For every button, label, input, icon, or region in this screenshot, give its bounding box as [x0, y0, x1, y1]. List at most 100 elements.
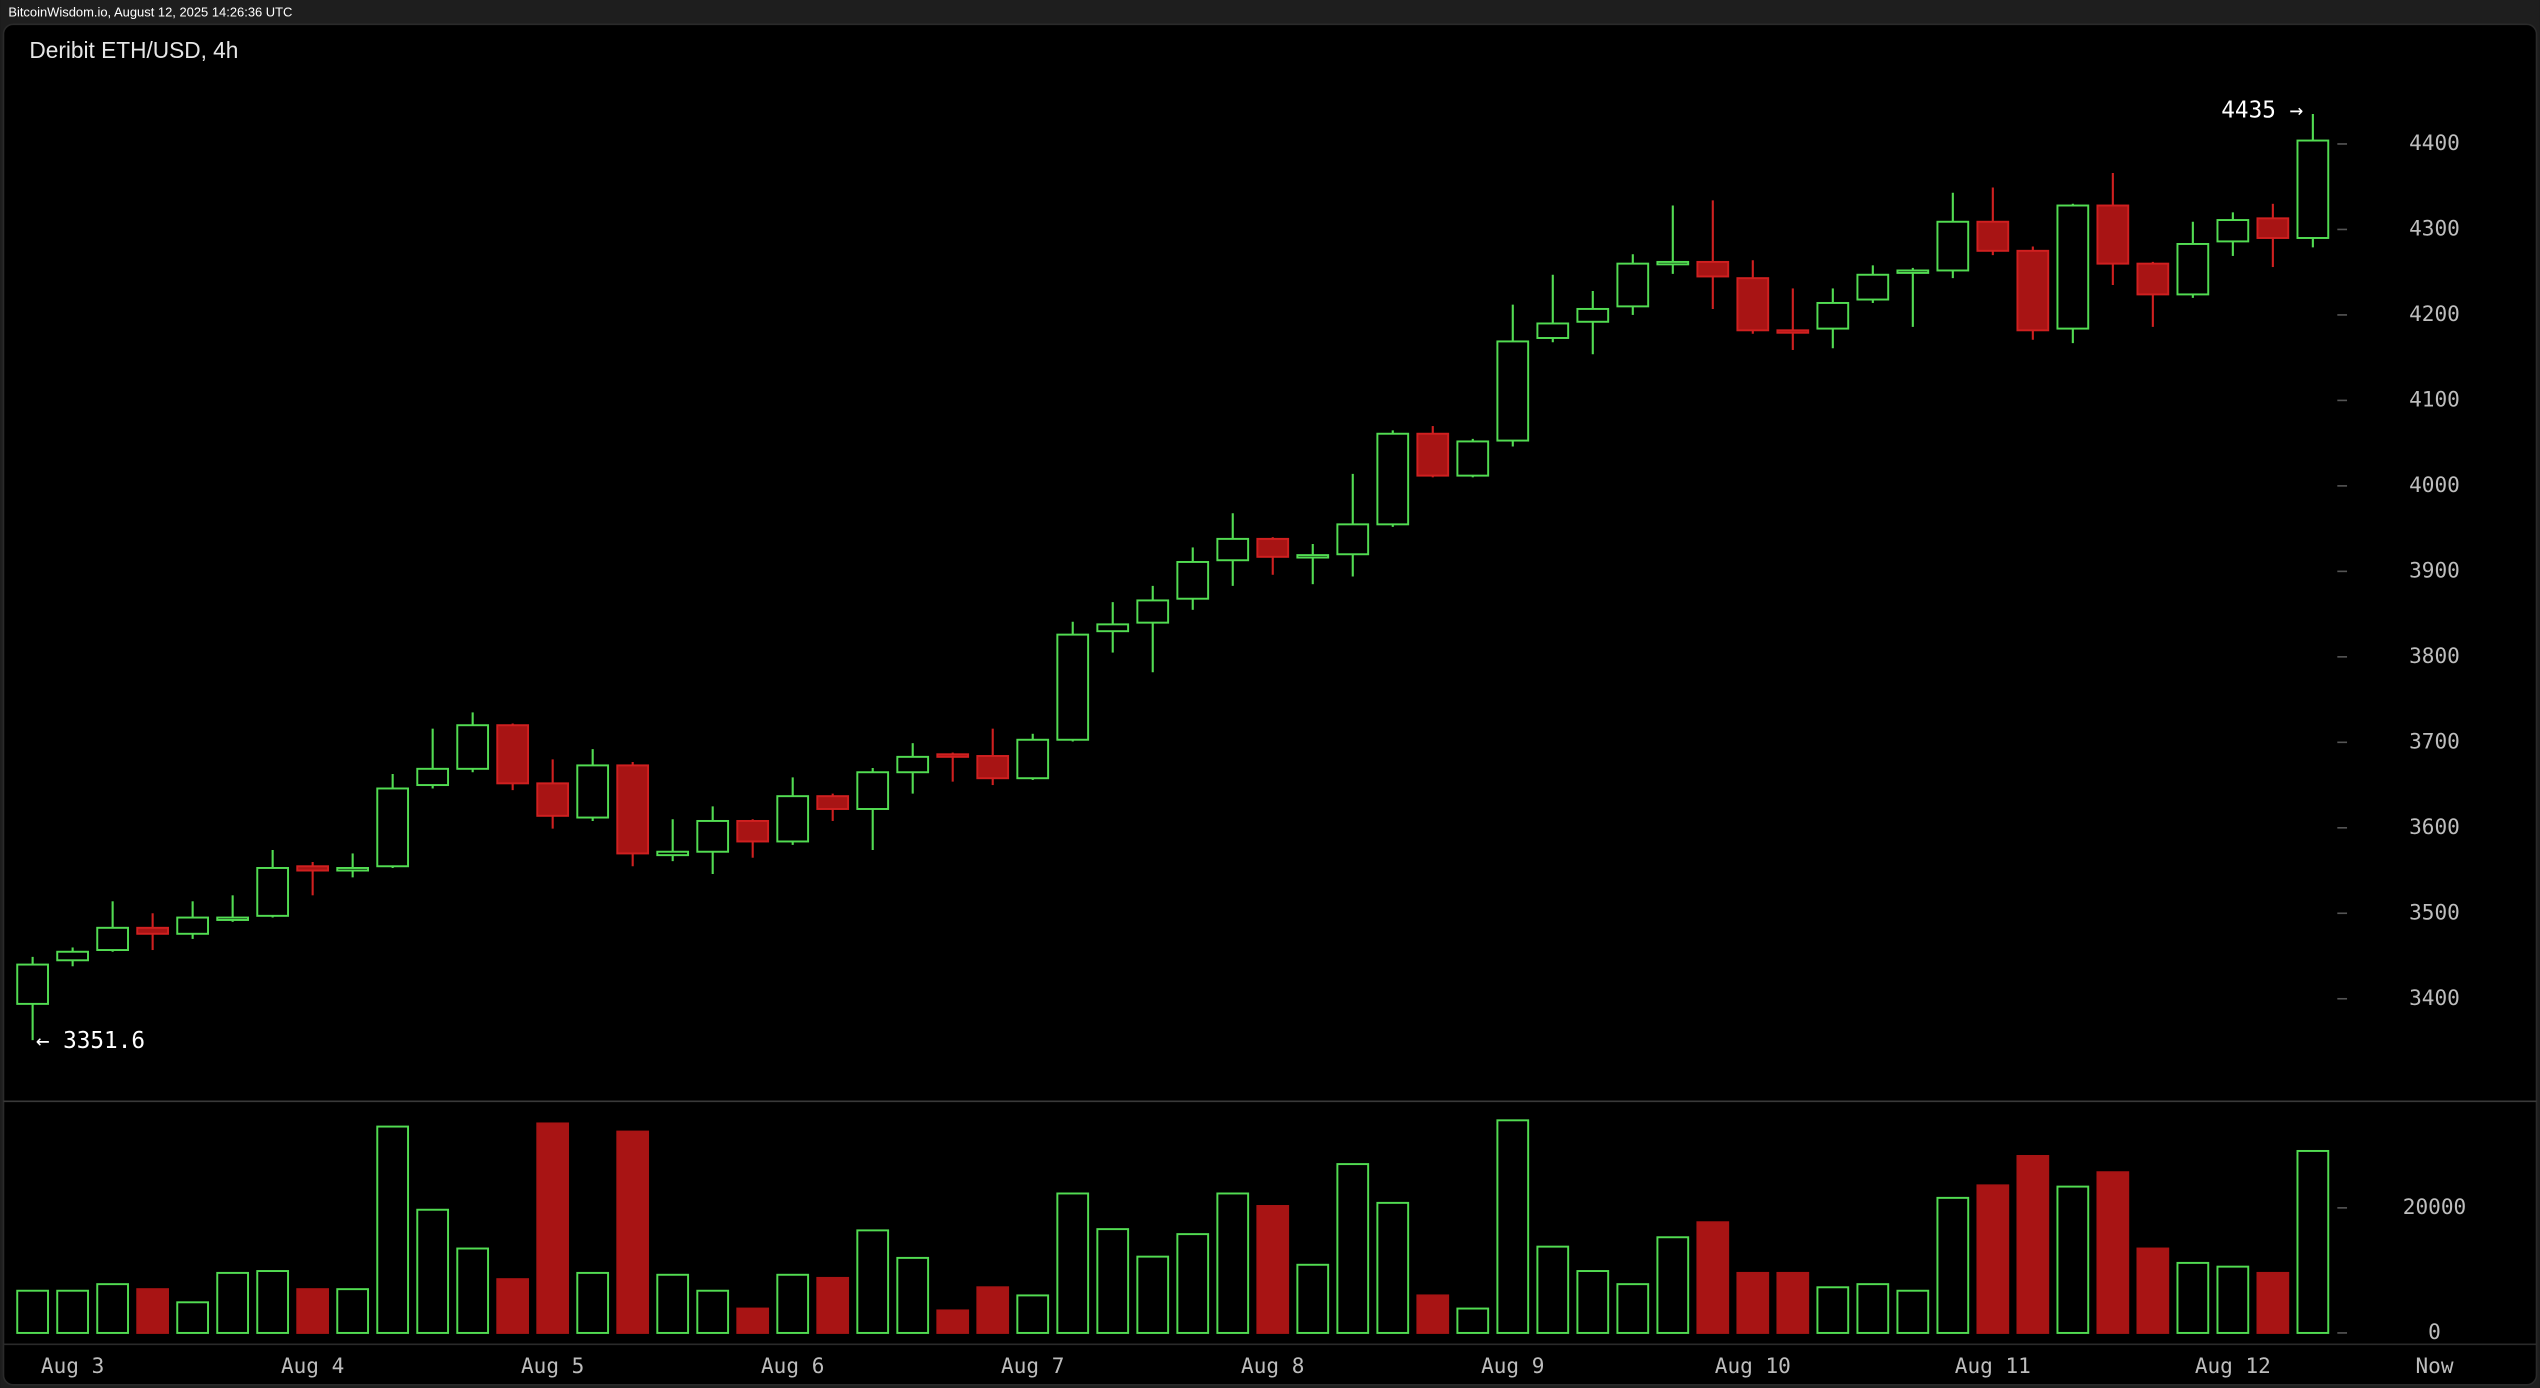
candle-body	[1096, 623, 1130, 633]
candle-body	[616, 764, 650, 855]
y2-tick-label: 0	[2428, 1319, 2441, 1344]
candle-body	[1616, 262, 1650, 308]
volume-bar	[536, 1122, 570, 1334]
volume-bar	[1296, 1263, 1330, 1334]
volume-bar	[16, 1289, 49, 1334]
volume-bar	[1896, 1289, 1930, 1334]
chart-panel	[2, 23, 2538, 1386]
volume-bar	[1056, 1192, 1090, 1334]
x-tick-label: Aug 5	[521, 1353, 584, 1378]
x-tick-label: Aug 7	[1001, 1353, 1064, 1378]
candle-body	[336, 867, 370, 872]
candle-body	[936, 753, 970, 758]
volume-bar	[1576, 1270, 1610, 1334]
candle-body	[2216, 219, 2250, 243]
x-tick-label: Aug 4	[281, 1353, 344, 1378]
candle-body	[2176, 243, 2210, 296]
candle-body	[656, 850, 690, 857]
y-tick-label: 4200	[2409, 301, 2460, 326]
volume-bar	[1496, 1119, 1530, 1334]
candle-body	[16, 963, 49, 1005]
candle-body	[136, 926, 169, 935]
volume-bar	[1096, 1228, 1130, 1334]
candle-body	[456, 724, 490, 770]
candle-body	[1296, 554, 1330, 559]
candle-body	[1496, 340, 1530, 442]
volume-bar	[1176, 1233, 1210, 1334]
x-now-label: Now	[2415, 1353, 2453, 1378]
volume-bar	[1736, 1271, 1770, 1334]
candle-body	[296, 865, 330, 872]
candle-body	[2296, 139, 2330, 239]
candle-body	[856, 771, 890, 810]
volume-bar	[1256, 1205, 1290, 1334]
candle-body	[1816, 301, 1850, 330]
header: BitcoinWisdom.io, August 12, 2025 14:26:…	[8, 4, 292, 19]
y2-tick-label: 20000	[2403, 1194, 2466, 1219]
candle-body	[696, 819, 730, 853]
volume-bar	[1536, 1245, 1570, 1334]
volume-bar	[1416, 1294, 1450, 1334]
x-tick-label: Aug 11	[1955, 1353, 2031, 1378]
y-tick-label: 3500	[2409, 899, 2460, 924]
volume-bar	[1016, 1294, 1050, 1334]
candle-body	[1536, 322, 1570, 339]
candle-body	[1256, 537, 1290, 558]
candle-body	[576, 764, 610, 819]
candle-body	[1456, 440, 1490, 477]
volume-bar	[456, 1247, 490, 1334]
y-tick-label: 4400	[2409, 130, 2460, 155]
candle-body	[1856, 273, 1890, 301]
volume-bar	[1936, 1196, 1970, 1334]
volume-bar	[1856, 1283, 1890, 1334]
y-tick-label: 3400	[2409, 985, 2460, 1010]
volume-bar	[216, 1271, 250, 1334]
candle-body	[1576, 307, 1610, 323]
volume-bar	[776, 1273, 810, 1334]
volume-bar	[2096, 1171, 2130, 1334]
volume-bar	[1336, 1163, 1370, 1334]
candle-body	[1176, 560, 1210, 600]
volume-bar	[696, 1289, 730, 1334]
candle-body	[1896, 269, 1930, 274]
volume-bar	[296, 1288, 330, 1334]
candle-body	[496, 724, 530, 785]
volume-bar	[176, 1301, 209, 1334]
candle-body	[1976, 220, 2010, 252]
x-tick-label: Aug 6	[761, 1353, 824, 1378]
candle-body	[1376, 432, 1410, 526]
x-tick-label: Aug 8	[1241, 1353, 1304, 1378]
volume-bar	[96, 1283, 129, 1334]
volume-bar	[936, 1309, 970, 1334]
candle-body	[976, 755, 1010, 780]
candle-body	[56, 950, 89, 962]
candle-body	[1336, 523, 1370, 556]
volume-bar	[416, 1208, 450, 1334]
volume-bar	[2136, 1247, 2170, 1334]
y-tick-label: 3800	[2409, 643, 2460, 668]
volume-bar	[336, 1288, 370, 1334]
x-tick-label: Aug 12	[2195, 1353, 2271, 1378]
volume-bar	[816, 1276, 850, 1334]
volume-bar	[2256, 1271, 2290, 1334]
candle-body	[2096, 204, 2130, 265]
volume-bar	[496, 1278, 530, 1334]
volume-bar	[376, 1125, 410, 1334]
candle-body	[896, 755, 930, 774]
volume-bar	[1616, 1283, 1650, 1334]
volume-bar	[656, 1273, 690, 1334]
x-tick-label: Aug 3	[41, 1353, 104, 1378]
y-tick-label: 3900	[2409, 557, 2460, 582]
volume-bar	[1976, 1184, 2010, 1334]
volume-bar	[1456, 1307, 1490, 1334]
volume-bar	[1136, 1255, 1170, 1334]
high-annotation: 4435 →	[2221, 97, 2303, 123]
candle-body	[176, 916, 209, 935]
candle-body	[1776, 329, 1810, 334]
candle-body	[1736, 277, 1770, 332]
candle-body	[1056, 633, 1090, 741]
volume-bar	[1376, 1201, 1410, 1334]
candle-body	[416, 767, 450, 787]
candle-body	[2056, 204, 2090, 330]
